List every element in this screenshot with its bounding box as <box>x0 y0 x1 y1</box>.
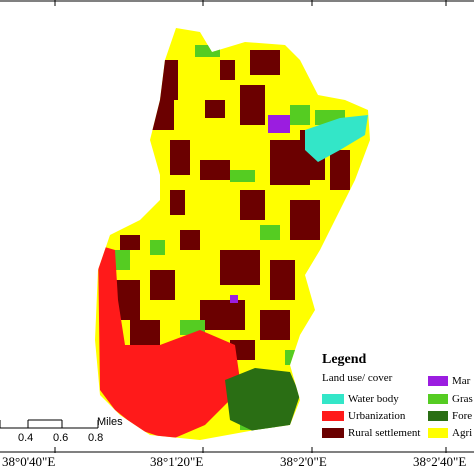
legend-item-grassland: Gras <box>428 392 473 406</box>
scale-tick-label: 0.4 <box>18 432 34 444</box>
legend-subtitle: Land use/ cover <box>322 372 393 384</box>
marsh-patch <box>230 295 238 303</box>
longitude-label: 38°0'40"E <box>2 454 56 469</box>
legend-item-label: Urbanization <box>348 410 406 422</box>
legend-item-label: Fore <box>452 410 473 422</box>
legend-swatch <box>428 376 448 387</box>
legend-item-label: Gras <box>452 393 473 405</box>
legend-swatch <box>322 428 344 439</box>
legend-item-label: Mar <box>452 375 471 387</box>
longitude-label: 38°2'40"E <box>413 454 467 469</box>
rural-settlement-patches <box>100 50 350 360</box>
legend-item-water-body: Water body <box>322 392 399 406</box>
legend-item-label: Rural settlement <box>348 427 421 439</box>
longitude-label: 38°2'0"E <box>280 454 327 469</box>
legend-item-rural-settlement: Rural settlement <box>322 426 420 440</box>
marsh-patch <box>268 115 290 133</box>
legend-swatch <box>322 394 344 405</box>
legend-item-agriculture: Agri <box>428 426 472 440</box>
legend-item-marsh: Mar <box>428 374 470 388</box>
forest-patch <box>225 368 300 432</box>
legend-item-forest: Fore <box>428 409 472 423</box>
land-cover-raster <box>95 28 370 440</box>
legend-item-urbanization: Urbanization <box>322 409 405 423</box>
scale-bar <box>0 419 99 429</box>
water-body-patch <box>305 115 368 162</box>
scale-unit-label: Miles <box>97 416 123 428</box>
legend-swatch <box>428 394 448 405</box>
legend-title: Legend <box>322 352 367 367</box>
legend-swatch <box>428 411 448 422</box>
longitude-label: 38°1'20"E <box>150 454 204 469</box>
legend-item-label: Agri <box>452 427 473 439</box>
legend-swatch <box>428 428 448 439</box>
scale-tick-label: 0.8 <box>88 432 104 444</box>
urbanization-patch <box>98 245 240 440</box>
legend-item-label: Water body <box>348 393 399 405</box>
scale-tick-label: 0.6 <box>53 432 69 444</box>
legend-swatch <box>322 411 344 422</box>
